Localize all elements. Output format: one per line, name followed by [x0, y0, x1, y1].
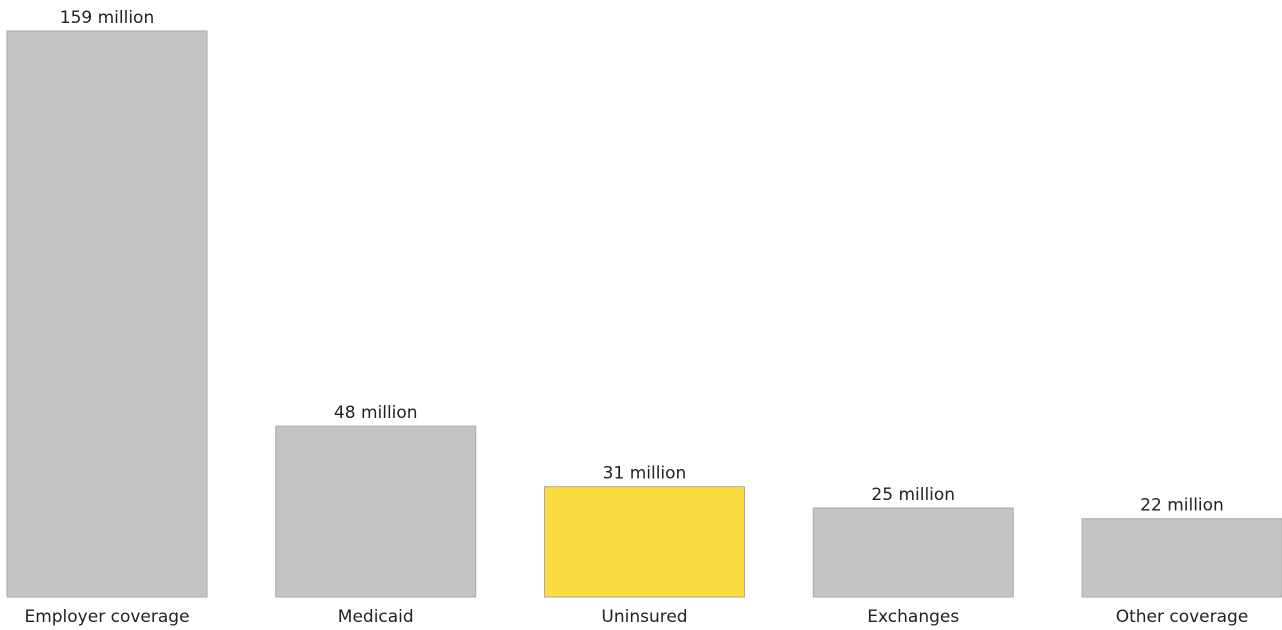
bar-uninsured: [544, 486, 745, 598]
value-label-other-coverage: 22 million: [1140, 496, 1224, 516]
bar-employer-coverage: [6, 30, 208, 598]
category-labels-group: Employer coverage Medicaid Uninsured Exchan…: [24, 607, 1248, 627]
category-label-uninsured: Uninsured: [601, 607, 687, 627]
category-label-medicaid: Medicaid: [338, 607, 414, 627]
bar-other-coverage: [1081, 518, 1282, 598]
value-labels-group: 159 million 48 million 31 million 25 millio…: [60, 8, 1224, 516]
value-label-medicaid: 48 million: [334, 403, 418, 423]
value-label-employer-coverage: 159 million: [60, 8, 154, 28]
value-label-uninsured: 31 million: [603, 464, 687, 484]
category-label-exchanges: Exchanges: [867, 607, 959, 627]
bars-group: [6, 30, 1282, 598]
value-label-exchanges: 25 million: [871, 485, 955, 505]
category-label-other-coverage: Other coverage: [1116, 607, 1249, 627]
bar-medicaid: [275, 425, 477, 598]
bar-exchanges: [812, 507, 1014, 598]
category-label-employer-coverage: Employer coverage: [24, 607, 189, 627]
